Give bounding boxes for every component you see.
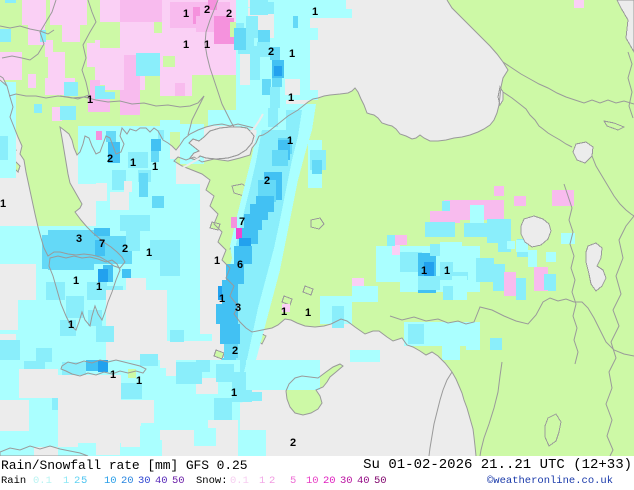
- svg-text:1: 1: [312, 6, 318, 18]
- svg-text:1: 1: [231, 387, 237, 399]
- svg-text:2: 2: [107, 153, 113, 165]
- svg-text:1: 1: [87, 94, 93, 106]
- svg-text:1: 1: [219, 293, 225, 305]
- svg-text:1: 1: [281, 306, 287, 318]
- svg-text:1: 1: [421, 265, 427, 277]
- svg-text:1: 1: [96, 281, 102, 293]
- svg-text:2: 2: [264, 175, 270, 187]
- svg-text:1: 1: [0, 198, 6, 210]
- svg-text:2: 2: [204, 4, 210, 16]
- svg-text:2: 2: [122, 243, 128, 255]
- svg-text:3: 3: [76, 233, 82, 245]
- svg-text:1: 1: [214, 255, 220, 267]
- svg-text:1: 1: [305, 307, 311, 319]
- svg-text:3: 3: [235, 302, 241, 314]
- svg-text:2: 2: [226, 8, 232, 20]
- svg-text:1: 1: [130, 157, 136, 169]
- svg-text:1: 1: [288, 92, 294, 104]
- svg-text:6: 6: [237, 259, 243, 271]
- svg-text:1: 1: [110, 369, 116, 381]
- svg-text:1: 1: [287, 135, 293, 147]
- svg-text:1: 1: [289, 48, 295, 60]
- svg-text:1: 1: [444, 265, 450, 277]
- svg-text:2: 2: [232, 345, 238, 357]
- svg-text:2: 2: [290, 437, 296, 449]
- svg-text:1: 1: [183, 8, 189, 20]
- svg-text:1: 1: [68, 319, 74, 331]
- svg-text:1: 1: [152, 161, 158, 173]
- svg-text:7: 7: [239, 216, 245, 228]
- svg-text:1: 1: [136, 375, 142, 387]
- svg-text:1: 1: [204, 39, 210, 51]
- svg-text:1: 1: [183, 39, 189, 51]
- svg-text:1: 1: [73, 275, 79, 287]
- svg-text:1: 1: [146, 247, 152, 259]
- svg-text:2: 2: [268, 46, 274, 58]
- svg-text:7: 7: [99, 238, 105, 250]
